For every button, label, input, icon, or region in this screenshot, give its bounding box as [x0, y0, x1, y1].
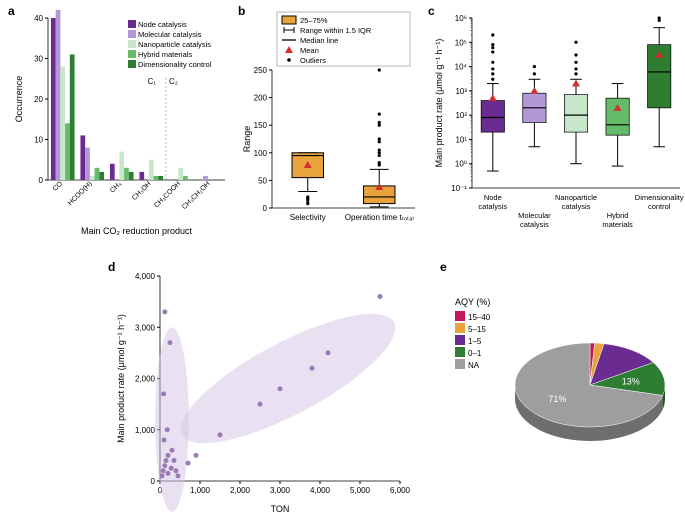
svg-text:20: 20: [34, 95, 43, 104]
svg-text:Median line: Median line: [300, 36, 338, 45]
svg-text:50: 50: [258, 176, 267, 185]
svg-text:Main product rate (μmol g⁻¹ h⁻: Main product rate (μmol g⁻¹ h⁻¹): [116, 314, 126, 443]
svg-text:C₁: C₁: [148, 77, 157, 86]
svg-text:0: 0: [39, 176, 44, 185]
svg-text:Molecular catalysis: Molecular catalysis: [138, 30, 202, 39]
svg-text:Range: Range: [242, 126, 252, 153]
svg-text:0: 0: [263, 204, 268, 213]
svg-text:40: 40: [34, 14, 43, 23]
svg-text:1,000: 1,000: [135, 426, 156, 435]
svg-text:Hybrid materials: Hybrid materials: [138, 50, 192, 59]
svg-text:Node: Node: [484, 193, 502, 202]
svg-text:4,000: 4,000: [310, 486, 331, 495]
svg-text:3,000: 3,000: [270, 486, 291, 495]
svg-text:Node catalysis: Node catalysis: [138, 20, 187, 29]
svg-text:C₂: C₂: [169, 77, 178, 86]
svg-text:Hybrid: Hybrid: [607, 211, 629, 220]
svg-text:Operation time tₜₒₜₐₗ: Operation time tₜₒₜₐₗ: [345, 213, 414, 222]
svg-text:HCOO(H): HCOO(H): [67, 180, 94, 207]
svg-text:10²: 10²: [455, 111, 467, 120]
svg-text:Main product rate (μmol g⁻¹ h⁻: Main product rate (μmol g⁻¹ h⁻¹): [434, 39, 444, 168]
svg-text:100: 100: [254, 149, 268, 158]
svg-text:Main CO₂ reduction product: Main CO₂ reduction product: [81, 226, 193, 236]
svg-text:Nanoparticle catalysis: Nanoparticle catalysis: [138, 40, 211, 49]
svg-text:CH₃CH₂OH: CH₃CH₂OH: [181, 180, 212, 211]
svg-text:catalysis: catalysis: [478, 202, 507, 211]
svg-text:10⁻¹: 10⁻¹: [451, 184, 467, 193]
svg-text:Dimensionality: Dimensionality: [635, 193, 684, 202]
svg-text:5–15: 5–15: [468, 325, 486, 334]
svg-text:catalysis: catalysis: [520, 220, 549, 229]
svg-text:Nanoparticle: Nanoparticle: [555, 193, 597, 202]
svg-text:materials: materials: [602, 220, 633, 229]
svg-text:AQY (%): AQY (%): [455, 297, 490, 307]
svg-text:1,000: 1,000: [190, 486, 211, 495]
svg-text:2,000: 2,000: [135, 375, 156, 384]
svg-text:TON: TON: [271, 504, 290, 514]
panel-d-chart: 01,0002,0003,0004,0005,0006,00001,0002,0…: [110, 266, 410, 516]
svg-text:10⁰: 10⁰: [455, 160, 467, 169]
panel-e-chart: AQY (%) 15–40 5–15 1–5 0–1 NA 13% 71%: [440, 275, 680, 505]
svg-text:NA: NA: [468, 361, 480, 370]
svg-text:30: 30: [34, 55, 43, 64]
svg-text:CO: CO: [52, 180, 65, 193]
svg-text:CH₃COOH: CH₃COOH: [153, 180, 182, 209]
svg-text:250: 250: [254, 66, 268, 75]
panel-b-chart: 0 50 100 150 200 250 Selectivity Operation time…: [240, 8, 420, 238]
svg-text:71%: 71%: [548, 394, 566, 404]
svg-text:Occurrence: Occurrence: [14, 76, 24, 123]
svg-text:catalysis: catalysis: [562, 202, 591, 211]
svg-text:Dimensionality control: Dimensionality control: [138, 60, 212, 69]
svg-text:6,000: 6,000: [390, 486, 410, 495]
svg-text:CH₃OH: CH₃OH: [131, 180, 153, 202]
svg-text:150: 150: [254, 121, 268, 130]
svg-text:13%: 13%: [622, 376, 640, 386]
svg-text:10³: 10³: [455, 87, 467, 96]
svg-text:15–40: 15–40: [468, 313, 491, 322]
svg-text:0–1: 0–1: [468, 349, 482, 358]
svg-text:0: 0: [151, 477, 156, 486]
svg-text:10⁴: 10⁴: [455, 63, 468, 72]
svg-text:4,000: 4,000: [135, 272, 156, 281]
svg-text:10⁶: 10⁶: [455, 14, 467, 23]
svg-text:1–5: 1–5: [468, 337, 482, 346]
svg-text:Outliers: Outliers: [300, 56, 326, 65]
svg-text:Molecular: Molecular: [518, 211, 551, 220]
svg-text:10¹: 10¹: [455, 135, 467, 144]
panel-c-chart: 10⁻¹10⁰10¹10²10³10⁴10⁵10⁶NodecatalysisMo…: [430, 8, 685, 248]
svg-text:2,000: 2,000: [230, 486, 251, 495]
svg-text:3,000: 3,000: [135, 323, 156, 332]
svg-text:10⁵: 10⁵: [455, 38, 467, 47]
svg-text:25–75%: 25–75%: [300, 16, 328, 25]
svg-text:control: control: [648, 202, 671, 211]
svg-text:10: 10: [34, 136, 43, 145]
svg-text:200: 200: [254, 94, 268, 103]
svg-text:Range within 1.5 IQR: Range within 1.5 IQR: [300, 26, 372, 35]
svg-text:Selectivity: Selectivity: [290, 213, 326, 222]
svg-text:5,000: 5,000: [350, 486, 371, 495]
panel-e-label: e: [440, 260, 447, 274]
svg-text:Mean: Mean: [300, 46, 319, 55]
panel-a-chart: 0 10 20 30 40 COHCOO(H) CH₄ CH₃OHCH₃COOHCH₃CH₂O…: [10, 8, 230, 238]
svg-text:CH₄: CH₄: [109, 180, 123, 194]
